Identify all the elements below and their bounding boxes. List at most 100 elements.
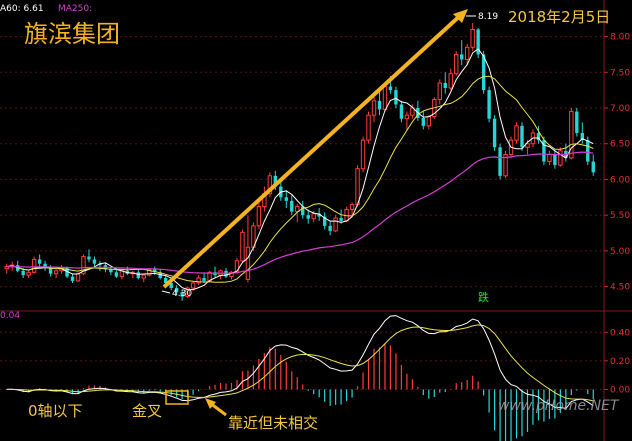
candle-body [43,263,47,268]
trend-arrowhead [453,9,468,23]
macd-zero-value: 0.04 [0,311,20,321]
candle-body [492,118,497,148]
candle-body [382,86,388,110]
candlesticks [4,23,595,301]
macd-axis-ticks: 0.40 0.20 0.00 [604,328,630,395]
near-cross-annotation: 靠近但未相交 [228,414,318,432]
price-tick-label: 6.50 [610,140,630,150]
candle-body [273,175,278,187]
trend-arrow [162,11,465,289]
candle-body [580,133,584,141]
price-axis-ticks: 8.00 7.50 7.00 6.50 6.00 5.50 5.00 4.50 [604,33,630,293]
candle-body [98,263,102,266]
candle-body [443,83,447,88]
macd-panel: 0.40 0.20 0.00 [6,315,630,441]
candle-body [470,28,475,48]
candle-body [147,268,152,276]
price-tick-label: 5.00 [610,247,630,257]
candle-body [586,140,590,162]
ma-short-line [6,48,594,291]
candle-body [454,53,459,75]
candle-body [536,133,541,141]
candle-body [53,270,59,275]
price-tick-label: 6.00 [610,175,630,185]
candle-body [284,197,288,201]
candle-body [190,282,196,289]
candle-body [558,150,563,166]
candle-body [487,90,491,119]
candle-body [426,116,432,127]
candle-body [306,215,310,219]
candle-body [87,256,91,260]
candle-body [360,139,366,170]
near-cross-arrowhead [205,398,216,409]
candle-body [569,111,574,159]
candle-body [542,140,546,162]
candle-body [267,175,273,195]
candle-body [70,276,75,281]
price-tick-label: 7.00 [610,104,630,114]
candle-body [290,200,294,212]
candle-body [48,268,53,274]
candle-body [448,73,453,89]
watermark: www.pHome.NET [498,398,620,414]
candle-body [591,161,595,173]
date-label: 2018年2月5日 [508,8,610,26]
candle-body [553,154,557,166]
candle-body [240,231,245,262]
macd-tick-label: 0.00 [610,385,630,395]
macd-dea-line [6,324,594,402]
candle-body [37,259,42,264]
candle-body [498,147,502,176]
ma-long-line [6,151,594,274]
candle-body [311,213,316,220]
candle-body [196,277,201,284]
candle-body [65,268,69,277]
candle-body [245,246,251,280]
candle-body [464,46,470,60]
macd-tick-label: 0.40 [610,328,630,338]
candle-body [26,271,31,276]
golden-cross-marker [165,390,189,405]
candle-body [388,86,393,91]
candle-body [371,100,377,116]
macd-dif-line [6,315,594,410]
candle-body [141,274,146,279]
candle-body [460,54,464,60]
candle-body [410,107,415,116]
drop-marker: 跌 [478,290,489,304]
moving-averages [6,48,594,291]
macd-lines [6,315,594,410]
candle-body [394,90,398,105]
candle-body [421,118,426,126]
candle-body [164,278,168,283]
candle-body [301,206,305,216]
price-tick-label: 5.50 [610,211,630,221]
candle-body [109,269,113,273]
candle-body [476,29,480,55]
price-panel: 8.00 7.50 7.00 6.50 6.00 5.50 5.00 4.50 [4,23,630,301]
candle-body [399,104,404,119]
candle-body [404,114,410,120]
macd-tick-label: 0.20 [610,357,630,367]
price-tick-label: 7.50 [610,68,630,78]
price-tick-label: 4.50 [610,283,630,293]
candle-body [328,225,332,231]
candle-body [514,125,519,141]
candle-body [169,283,173,288]
candle-body [21,270,25,276]
chart-title: 旗滨集团 [24,20,120,48]
candle-body [256,206,262,227]
candle-body [185,287,190,298]
candle-body [437,82,442,100]
ma60-label: A60: 6.61 [0,4,44,14]
low-pointer [161,290,171,294]
candle-body [92,259,97,264]
candle-body [174,288,179,293]
candle-body [525,143,530,148]
candle-body [180,292,184,297]
candle-body [158,272,162,278]
candle-body [81,256,86,275]
